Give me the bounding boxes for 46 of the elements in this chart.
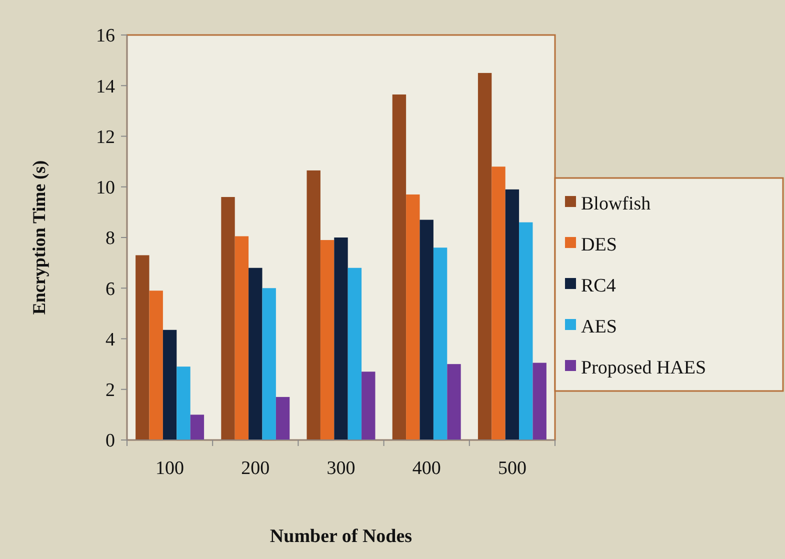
bar [492,166,506,440]
y-tick-label: 12 [96,126,115,148]
bar [234,236,249,440]
y-tick-label: 6 [106,278,115,300]
bar [478,72,492,440]
y-tick-label: 4 [106,329,116,350]
bar [190,414,204,440]
bar [406,194,420,440]
bar [276,396,290,440]
y-tick-label: 2 [106,380,115,402]
bar [362,372,376,440]
bar [221,197,235,440]
bar [149,290,163,440]
x-tick-label: 300 [326,458,356,479]
bar [447,364,461,440]
x-tick-label: 400 [412,458,441,479]
y-tick-label: 14 [96,76,116,98]
x-tick-label: 500 [498,458,526,479]
bar [392,94,406,440]
bar [306,170,320,440]
bar [420,220,434,440]
bar [320,240,334,440]
legend-label: Proposed HAES [581,358,706,379]
x-axis-title: Number of Nodes [270,526,412,547]
bar [505,189,520,440]
legend-label: DES [581,234,617,256]
x-tick-label: 200 [241,458,270,479]
bar [162,330,177,440]
x-tick-label: 100 [156,458,184,479]
bar [532,362,546,440]
bar [136,255,150,440]
bar [176,366,190,440]
bar [519,222,533,440]
legend-label: RC4 [581,276,616,297]
y-tick-label: 16 [96,26,115,47]
bar [433,248,448,440]
bar [262,288,276,440]
bar [248,268,262,440]
y-axis-title: Encryption Time (s) [29,160,49,315]
legend-label: AES [581,316,617,338]
legend-label: Blowfish [581,194,652,215]
y-tick-label: 10 [96,178,115,199]
y-tick-label: 8 [106,228,115,250]
bar [334,238,348,440]
y-tick-label: 0 [106,430,115,452]
bar [348,268,362,440]
